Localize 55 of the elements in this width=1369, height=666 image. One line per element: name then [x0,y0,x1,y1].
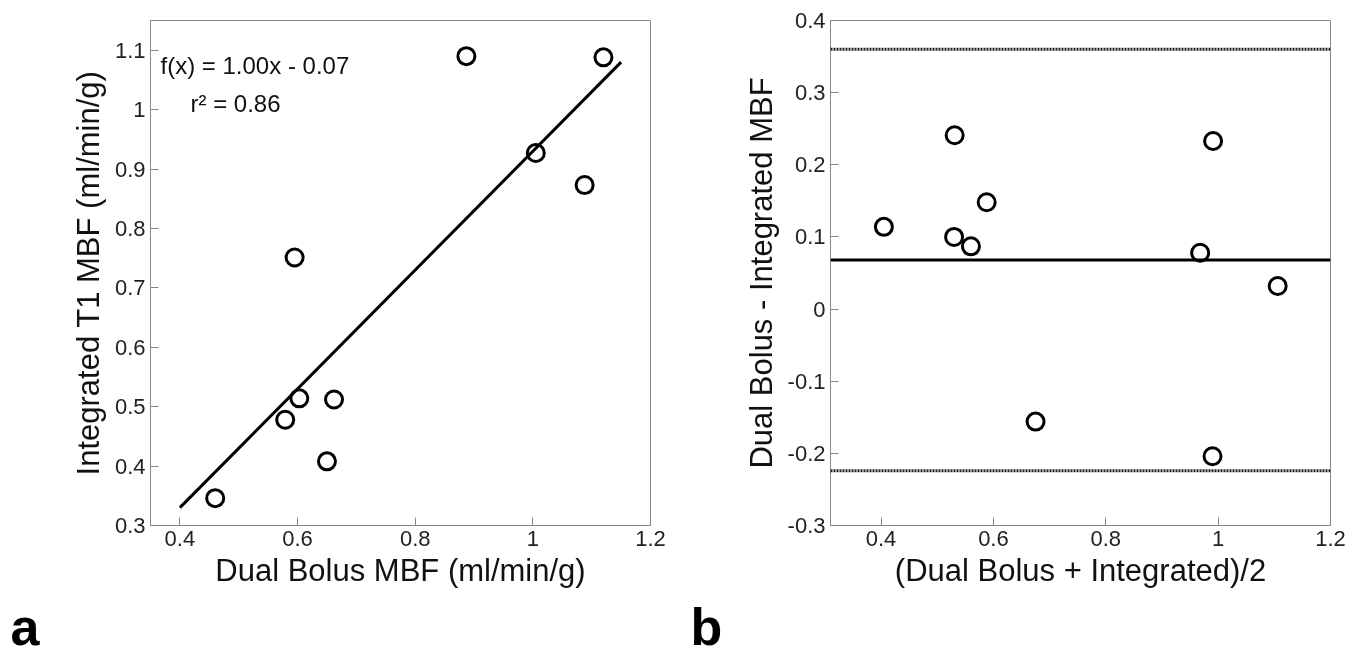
y-axis-title: Dual Bolus - Integrated MBF [743,77,779,469]
point [456,46,477,67]
point [324,389,345,410]
point [593,47,614,68]
y-tick-label: 0.4 [794,8,826,33]
x-tick-label: 0.4 [164,525,196,551]
x-tick-label: 1.2 [635,525,666,551]
y-tick-label: 0.3 [114,513,146,538]
y-axis-title: Integrated T1 MBF (ml/min/g) [70,71,106,476]
point [1203,131,1224,151]
point [289,388,310,409]
point [284,247,305,268]
y-tick-label: 0.5 [114,394,146,420]
text: b [690,597,723,656]
point [275,409,296,430]
point [205,488,226,509]
annotation: r² = 0.86 [190,89,281,117]
point [944,226,965,247]
x-tick-label: 1 [1212,525,1225,551]
x-tick-label: 0.6 [282,525,313,551]
y-tick-label: 0 [813,296,826,322]
x-tick-label: 0.4 [865,525,897,551]
text: a [10,597,41,656]
point [944,125,965,146]
y-tick-label: 0.2 [794,152,826,178]
point [873,216,894,237]
point [1202,446,1223,467]
y-tick-label: 0.8 [114,215,146,241]
y-tick-label: 0.3 [794,80,826,106]
point [1025,411,1046,432]
point [525,143,546,163]
annotation: f(x) = 1.00x - 0.07 [160,51,350,79]
point [976,192,997,213]
y-tick-label: 1.1 [114,37,146,63]
y-tick-label: -0.3 [787,513,826,538]
x-tick-label: 1.2 [1315,525,1346,551]
y-tick-label: -0.2 [787,440,826,466]
x-tick-label: 1 [526,525,539,551]
y-tick-label: -0.1 [787,368,826,394]
point [574,175,595,196]
point [960,236,981,257]
x-tick-label: 0.8 [399,525,431,551]
x-axis-title: Dual Bolus MBF (ml/min/g) [215,552,586,588]
point [316,451,337,472]
x-axis-title: (Dual Bolus + Integrated)/2 [894,552,1267,588]
x-tick-label: 0.8 [1090,525,1122,551]
x-tick-label: 0.6 [978,525,1009,551]
y-tick-label: 1 [133,97,146,123]
y-tick-label: 0.9 [114,156,146,182]
y-tick-label: 0.6 [114,334,146,360]
point [1267,276,1288,296]
y-tick-label: 0.4 [114,453,146,479]
y-tick-label: 0.1 [794,224,826,250]
point [1190,242,1211,263]
y-tick-label: 0.7 [114,275,146,301]
